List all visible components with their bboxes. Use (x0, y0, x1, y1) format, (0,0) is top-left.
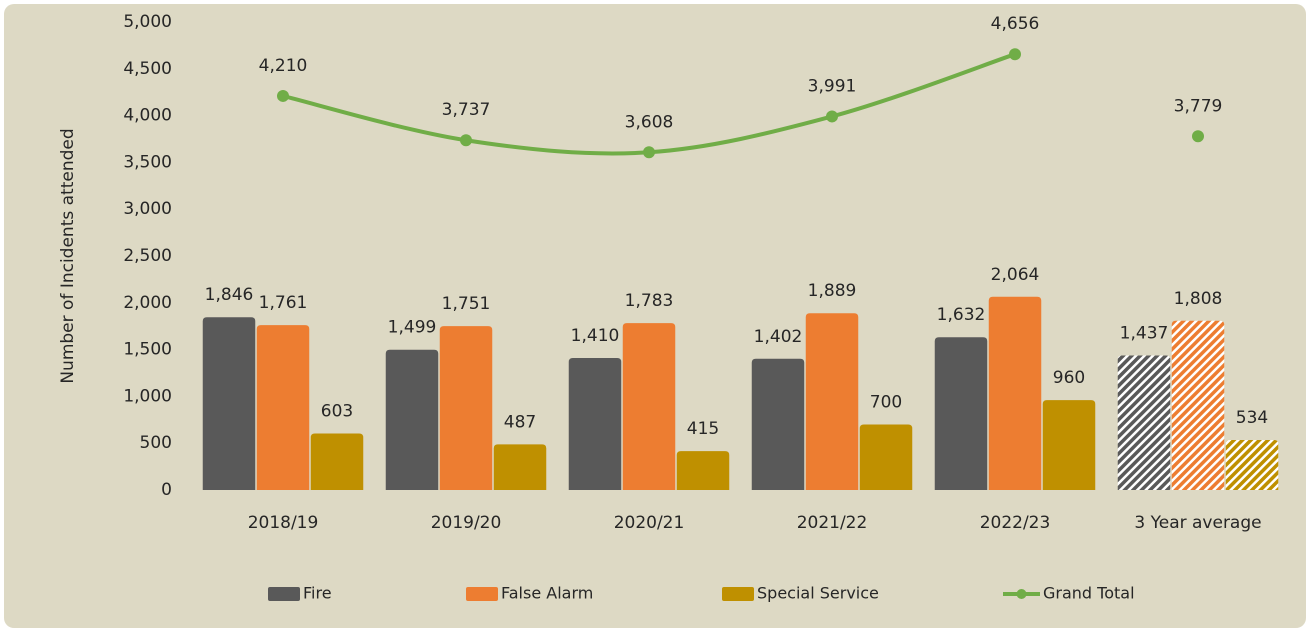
legend-swatch (1016, 589, 1027, 599)
bar (622, 323, 676, 490)
legend-label: Grand Total (1043, 584, 1135, 603)
x-tick-label: 2021/22 (797, 513, 868, 533)
bar (988, 296, 1042, 490)
data-label: 1,410 (571, 326, 620, 346)
legend-swatch (466, 587, 498, 601)
bar (385, 349, 439, 490)
legend-label: Fire (303, 584, 332, 603)
x-tick-label: 3 Year average (1134, 513, 1261, 533)
y-tick-label: 2,000 (123, 293, 172, 313)
data-label: 1,808 (1174, 289, 1223, 309)
y-tick-label: 3,500 (123, 152, 172, 172)
data-label: 3,779 (1174, 96, 1223, 116)
data-label: 603 (321, 402, 353, 422)
data-label: 1,846 (205, 285, 254, 305)
y-tick-label: 1,500 (123, 340, 172, 360)
data-label: 3,608 (625, 112, 674, 132)
x-tick-label: 2018/19 (248, 513, 319, 533)
line-marker (643, 146, 655, 159)
y-tick-label: 5,000 (123, 12, 172, 32)
bar (1042, 400, 1096, 490)
bar (751, 358, 805, 490)
y-tick-label: 1,000 (123, 386, 172, 406)
line-marker (1009, 48, 1021, 61)
line-marker (1192, 130, 1204, 143)
data-label: 415 (687, 419, 719, 439)
legend-label: Special Service (757, 584, 879, 603)
line-marker (277, 89, 289, 102)
data-label: 1,783 (625, 291, 674, 311)
x-tick-label: 2020/21 (614, 513, 685, 533)
data-label: 4,656 (991, 14, 1040, 34)
bar (805, 313, 859, 490)
data-label: 700 (870, 392, 902, 412)
data-label: 4,210 (259, 56, 308, 76)
data-label: 3,737 (442, 100, 491, 120)
data-label: 1,889 (808, 281, 857, 301)
y-tick-label: 0 (161, 480, 172, 500)
y-tick-label: 3,000 (123, 199, 172, 219)
bar (1171, 320, 1225, 490)
bar (310, 433, 364, 490)
bar (493, 444, 547, 490)
y-tick-label: 4,000 (123, 106, 172, 126)
bar (934, 337, 988, 490)
data-label: 1,402 (754, 327, 803, 347)
x-tick-label: 2019/20 (431, 513, 502, 533)
bar (568, 358, 622, 490)
data-label: 1,751 (442, 294, 491, 314)
legend-swatch (268, 587, 300, 601)
y-tick-label: 2,500 (123, 246, 172, 266)
y-tick-label: 500 (140, 433, 172, 453)
data-label: 1,499 (388, 318, 437, 338)
bar (202, 317, 256, 490)
line-marker (826, 110, 838, 123)
y-tick-label: 4,500 (123, 59, 172, 79)
bar (1117, 355, 1171, 490)
bar (439, 326, 493, 490)
data-label: 1,437 (1120, 323, 1169, 343)
bar (676, 451, 730, 490)
data-label: 1,761 (259, 293, 308, 313)
bar (1225, 440, 1279, 490)
y-axis-label: Number of Incidents attended (58, 128, 78, 383)
data-label: 3,991 (808, 76, 857, 96)
data-label: 960 (1053, 368, 1085, 388)
data-label: 1,632 (937, 305, 986, 325)
chart-background (4, 4, 1306, 628)
data-label: 534 (1236, 408, 1268, 428)
bar (256, 325, 310, 490)
bar (859, 424, 913, 490)
legend-label: False Alarm (501, 584, 593, 603)
line-marker (460, 134, 472, 147)
data-label: 487 (504, 412, 536, 432)
x-tick-label: 2022/23 (980, 513, 1051, 533)
legend-swatch (722, 587, 754, 601)
data-label: 2,064 (991, 265, 1040, 285)
